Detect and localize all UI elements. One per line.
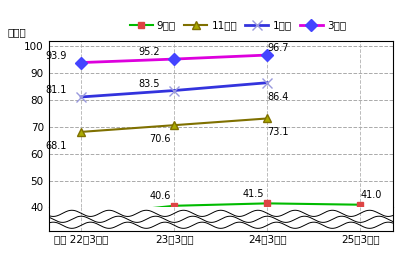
Text: 73.1: 73.1 bbox=[268, 127, 289, 137]
Legend: 9月末, 11月末, 1月末, 3月末: 9月末, 11月末, 1月末, 3月末 bbox=[126, 16, 350, 34]
Text: 83.5: 83.5 bbox=[139, 79, 160, 89]
Text: 68.1: 68.1 bbox=[45, 141, 67, 151]
Text: 41.5: 41.5 bbox=[243, 189, 264, 199]
Text: 70.6: 70.6 bbox=[149, 134, 171, 144]
Text: （％）: （％） bbox=[7, 27, 26, 38]
Text: 95.2: 95.2 bbox=[139, 47, 160, 57]
Text: 86.4: 86.4 bbox=[268, 92, 289, 102]
Text: 81.1: 81.1 bbox=[45, 85, 67, 95]
Text: 93.9: 93.9 bbox=[45, 51, 67, 61]
Text: 40.6: 40.6 bbox=[149, 191, 171, 201]
Text: 41.0: 41.0 bbox=[361, 190, 382, 200]
Text: 96.7: 96.7 bbox=[268, 43, 289, 53]
